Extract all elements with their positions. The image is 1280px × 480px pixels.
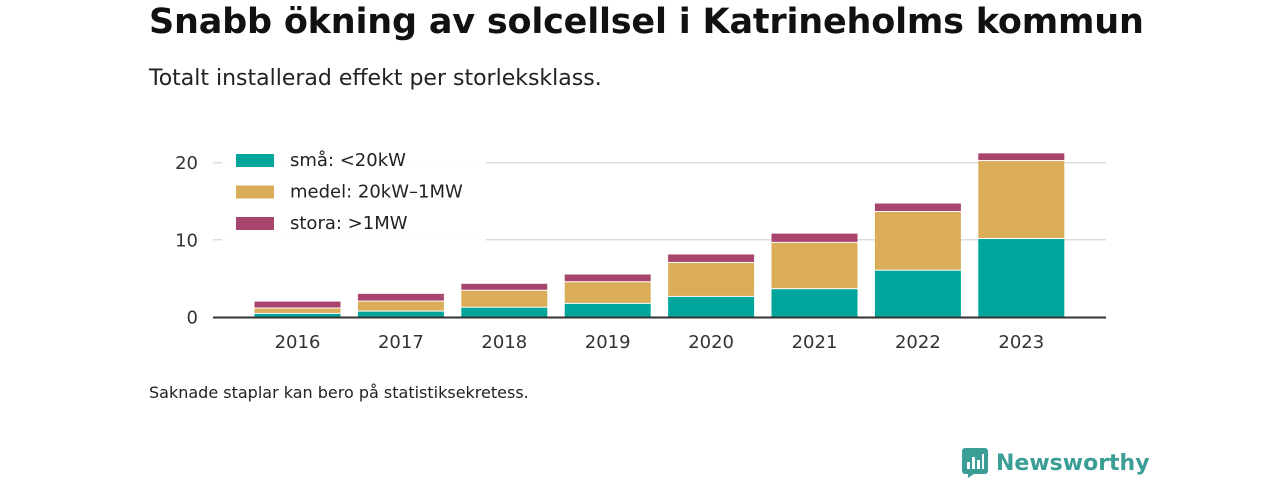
x-tick-label: 2019 — [585, 332, 631, 353]
x-tick-label: 2016 — [275, 332, 321, 353]
axes: 0 10 20 2016 2017 2018 2019 2020 2021 2022 2023 — [175, 153, 1106, 353]
bar-stack-2022 — [874, 203, 961, 317]
legend: små: <20kW medel: 20kW–1MW stora: >1MW — [222, 145, 486, 241]
x-tick-label: 2022 — [895, 332, 941, 353]
x-tick-label: 2020 — [688, 332, 734, 353]
y-tick-label: 0 — [187, 308, 198, 329]
footnote: Saknade staplar kan bero på statistiksek… — [149, 383, 529, 402]
bars — [254, 153, 1065, 317]
legend-swatch-1 — [236, 154, 274, 167]
bar-stack-2018 — [461, 283, 548, 317]
chart-subtitle: Totalt installerad effekt per storlekskl… — [149, 66, 602, 91]
bar-segment-3-2021 — [771, 233, 858, 242]
bar-stack-2016 — [254, 301, 341, 317]
legend-label-3: stora: >1MW — [290, 213, 408, 234]
bar-segment-2-2018 — [461, 290, 548, 307]
bar-segment-3-2017 — [357, 293, 444, 301]
bar-stack-2021 — [771, 233, 858, 317]
bar-segment-2-2022 — [874, 212, 961, 270]
bar-segment-3-2020 — [668, 254, 755, 262]
bar-segment-1-2020 — [668, 296, 755, 317]
x-tick-label: 2018 — [481, 332, 527, 353]
bar-segment-3-2023 — [978, 153, 1065, 161]
bar-segment-1-2018 — [461, 307, 548, 317]
y-tick-label: 20 — [175, 153, 198, 174]
bar-stack-2023 — [978, 153, 1065, 317]
brand-logo[interactable]: Newsworthy — [962, 446, 1150, 480]
stacked-bar-chart: 0 10 20 2016 2017 2018 2019 2020 2021 2022 2023 sm… — [175, 145, 1106, 353]
bar-segment-1-2023 — [978, 239, 1065, 317]
bar-segment-2-2023 — [978, 161, 1065, 239]
bar-segment-3-2019 — [564, 274, 651, 282]
bar-segment-2-2019 — [564, 282, 651, 303]
bar-segment-1-2016 — [254, 313, 341, 317]
bar-stack-2020 — [668, 254, 755, 317]
bar-stack-2017 — [357, 293, 444, 317]
y-tick-label: 10 — [175, 230, 198, 251]
bar-stack-2019 — [564, 274, 651, 317]
bar-segment-3-2016 — [254, 301, 341, 308]
chart-title: Snabb ökning av solcellsel i Katrineholm… — [149, 2, 1144, 42]
newsworthy-logo-icon — [962, 448, 988, 478]
bar-segment-1-2017 — [357, 311, 444, 317]
x-tick-label: 2021 — [792, 332, 838, 353]
bar-segment-3-2022 — [874, 203, 961, 212]
x-tick-label: 2023 — [998, 332, 1044, 353]
x-tick-label: 2017 — [378, 332, 424, 353]
bar-segment-2-2020 — [668, 262, 755, 296]
bar-segment-1-2019 — [564, 303, 651, 317]
bar-segment-1-2022 — [874, 270, 961, 317]
bar-segment-2-2016 — [254, 308, 341, 313]
legend-swatch-2 — [236, 185, 274, 199]
brand-name: Newsworthy — [996, 450, 1150, 476]
bar-segment-2-2017 — [357, 301, 444, 311]
bar-segment-3-2018 — [461, 283, 548, 290]
legend-label-1: små: <20kW — [290, 150, 406, 171]
legend-label-2: medel: 20kW–1MW — [290, 182, 463, 203]
bar-segment-2-2021 — [771, 242, 858, 289]
bar-segment-1-2021 — [771, 289, 858, 317]
legend-swatch-3 — [236, 217, 274, 230]
